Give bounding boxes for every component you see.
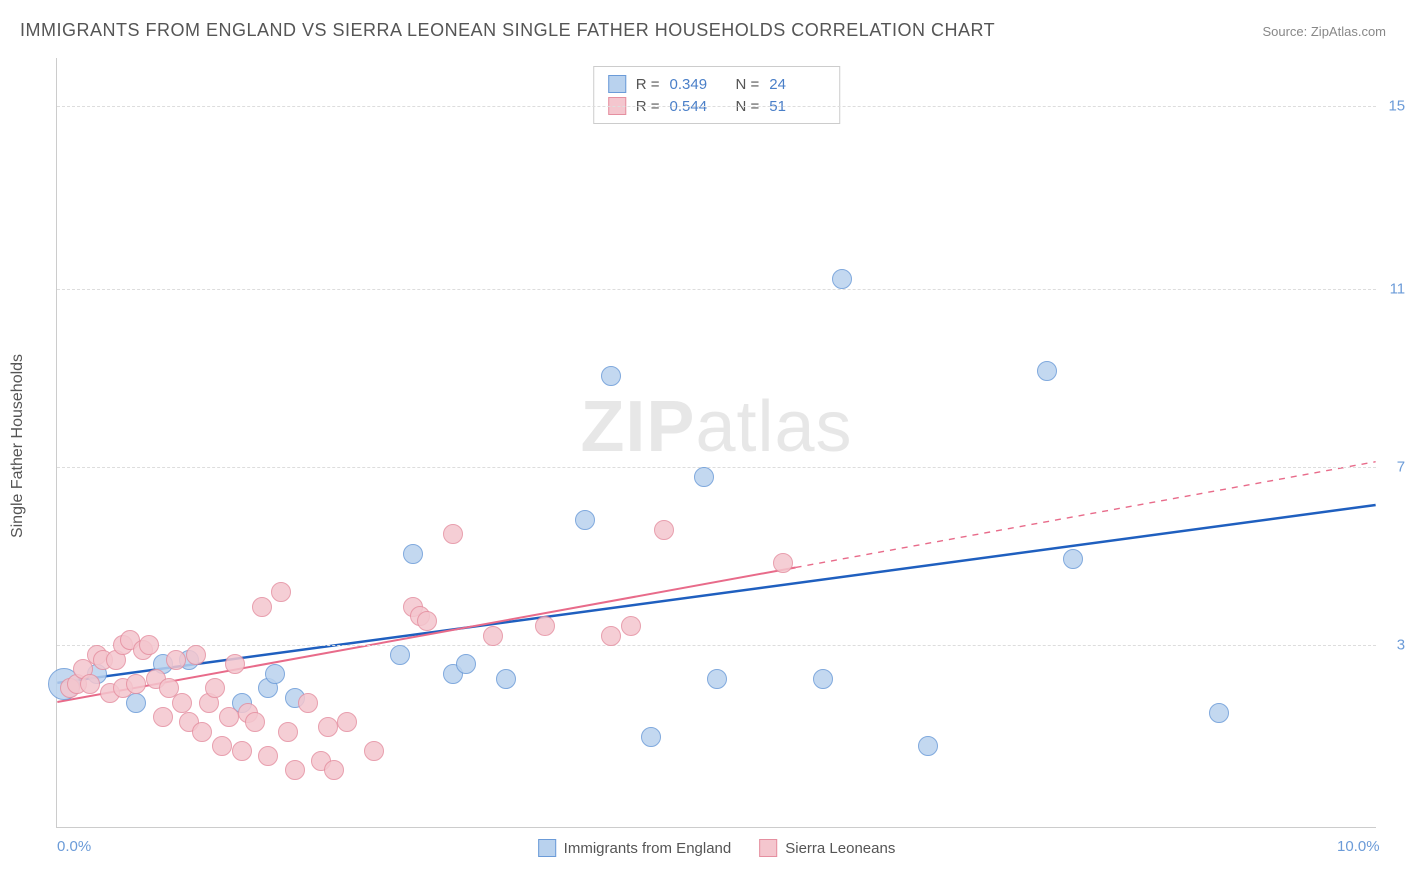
- plot-area: ZIPatlas R = 0.349 N = 24 R = 0.544 N = …: [56, 58, 1376, 828]
- data-point-england: [403, 544, 423, 564]
- legend-label-sierra: Sierra Leoneans: [785, 840, 895, 857]
- y-tick-label: 7.5%: [1397, 459, 1406, 476]
- data-point-sierra: [621, 616, 641, 636]
- gridline: [57, 467, 1376, 468]
- source-label: Source: ZipAtlas.com: [1262, 24, 1386, 39]
- legend-item-england: Immigrants from England: [538, 839, 732, 857]
- y-tick-label: 11.2%: [1390, 281, 1406, 298]
- n-label: N =: [736, 76, 760, 93]
- trendline-dash-sierra: [796, 462, 1376, 568]
- data-point-sierra: [773, 553, 793, 573]
- data-point-england: [694, 467, 714, 487]
- data-point-england: [390, 645, 410, 665]
- data-point-sierra: [601, 626, 621, 646]
- data-point-england: [575, 510, 595, 530]
- data-point-sierra: [337, 712, 357, 732]
- data-point-england: [918, 736, 938, 756]
- data-point-england: [1063, 549, 1083, 569]
- data-point-england: [641, 727, 661, 747]
- gridline: [57, 645, 1376, 646]
- x-tick-label: 0.0%: [57, 838, 91, 855]
- data-point-sierra: [278, 722, 298, 742]
- data-point-sierra: [258, 746, 278, 766]
- data-point-sierra: [192, 722, 212, 742]
- data-point-sierra: [654, 520, 674, 540]
- data-point-england: [832, 269, 852, 289]
- swatch-sierra-icon: [759, 839, 777, 857]
- data-point-sierra: [483, 626, 503, 646]
- data-point-sierra: [443, 524, 463, 544]
- data-point-sierra: [139, 635, 159, 655]
- data-point-england: [813, 669, 833, 689]
- data-point-sierra: [225, 654, 245, 674]
- r-value-england: 0.349: [670, 76, 726, 93]
- trendline-england: [57, 505, 1375, 683]
- data-point-sierra: [271, 582, 291, 602]
- r-label: R =: [636, 76, 660, 93]
- data-point-england: [456, 654, 476, 674]
- data-point-england: [601, 366, 621, 386]
- data-point-sierra: [324, 760, 344, 780]
- data-point-sierra: [417, 611, 437, 631]
- data-point-sierra: [212, 736, 232, 756]
- data-point-england: [707, 669, 727, 689]
- correlation-row-england: R = 0.349 N = 24: [608, 73, 826, 95]
- legend-item-sierra: Sierra Leoneans: [759, 839, 895, 857]
- data-point-sierra: [205, 678, 225, 698]
- data-point-england: [496, 669, 516, 689]
- data-point-sierra: [285, 760, 305, 780]
- bottom-legend: Immigrants from England Sierra Leoneans: [538, 839, 896, 857]
- data-point-sierra: [186, 645, 206, 665]
- gridline: [57, 289, 1376, 290]
- watermark: ZIPatlas: [580, 386, 852, 468]
- data-point-sierra: [80, 674, 100, 694]
- data-point-sierra: [298, 693, 318, 713]
- data-point-england: [265, 664, 285, 684]
- data-point-sierra: [126, 674, 146, 694]
- chart-title: IMMIGRANTS FROM ENGLAND VS SIERRA LEONEA…: [20, 20, 995, 41]
- data-point-sierra: [166, 650, 186, 670]
- data-point-england: [1037, 361, 1057, 381]
- data-point-sierra: [245, 712, 265, 732]
- data-point-sierra: [219, 707, 239, 727]
- data-point-sierra: [232, 741, 252, 761]
- gridline: [57, 106, 1376, 107]
- legend-label-england: Immigrants from England: [564, 840, 732, 857]
- y-tick-label: 3.8%: [1397, 637, 1406, 654]
- data-point-sierra: [364, 741, 384, 761]
- data-point-sierra: [535, 616, 555, 636]
- data-point-sierra: [252, 597, 272, 617]
- n-value-england: 24: [769, 76, 825, 93]
- data-point-sierra: [153, 707, 173, 727]
- correlation-legend: R = 0.349 N = 24 R = 0.544 N = 51: [593, 66, 841, 124]
- y-axis-title: Single Father Households: [9, 354, 27, 538]
- data-point-england: [1209, 703, 1229, 723]
- y-tick-label: 15.0%: [1388, 98, 1406, 115]
- swatch-england-icon: [538, 839, 556, 857]
- swatch-england: [608, 75, 626, 93]
- data-point-sierra: [318, 717, 338, 737]
- data-point-sierra: [172, 693, 192, 713]
- x-tick-label: 10.0%: [1337, 838, 1380, 855]
